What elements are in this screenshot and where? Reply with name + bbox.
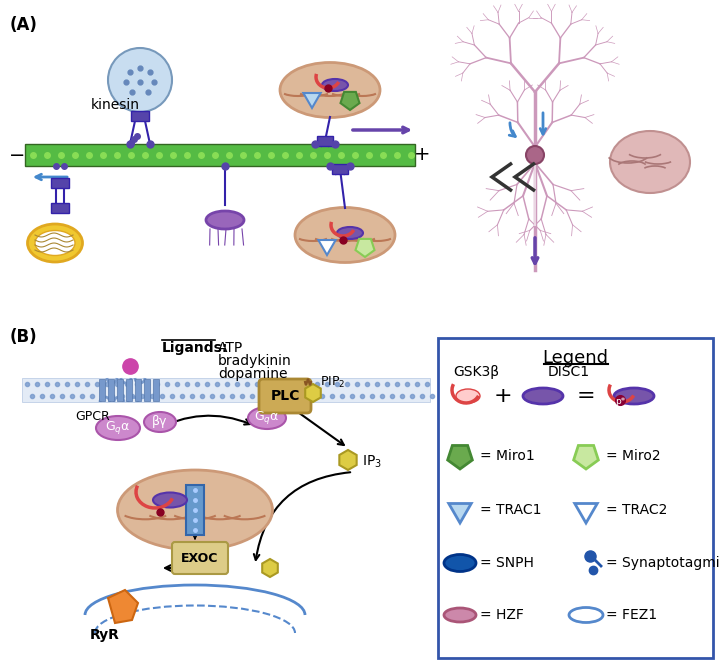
Polygon shape — [108, 590, 138, 623]
Text: Legend: Legend — [542, 349, 608, 367]
Text: +: + — [414, 146, 431, 164]
Circle shape — [108, 48, 172, 112]
Ellipse shape — [614, 388, 654, 404]
FancyBboxPatch shape — [259, 379, 311, 413]
Polygon shape — [356, 239, 374, 257]
Ellipse shape — [27, 224, 83, 262]
Ellipse shape — [444, 608, 476, 622]
Polygon shape — [318, 240, 336, 255]
Bar — [126, 379, 132, 401]
Ellipse shape — [322, 79, 348, 91]
Ellipse shape — [280, 62, 380, 117]
Text: RyR: RyR — [90, 628, 120, 642]
Text: p*: p* — [615, 397, 625, 405]
Ellipse shape — [96, 416, 140, 440]
Text: (B): (B) — [10, 328, 37, 346]
Text: −: − — [9, 146, 25, 164]
Text: = SNPH: = SNPH — [480, 556, 534, 570]
Polygon shape — [305, 384, 321, 402]
Text: +: + — [494, 386, 513, 406]
Text: EXOC: EXOC — [181, 552, 219, 564]
Text: =: = — [577, 386, 595, 406]
Polygon shape — [575, 503, 598, 523]
Polygon shape — [449, 503, 472, 523]
Bar — [51, 203, 69, 213]
Bar — [51, 178, 69, 188]
Bar — [438, 338, 713, 658]
Ellipse shape — [144, 412, 176, 432]
Ellipse shape — [206, 211, 244, 229]
Ellipse shape — [248, 407, 286, 429]
Text: GPCR: GPCR — [75, 410, 109, 423]
Polygon shape — [339, 450, 356, 470]
Bar — [131, 111, 149, 121]
Bar — [108, 379, 114, 401]
Ellipse shape — [35, 231, 75, 256]
Bar — [25, 144, 415, 166]
Text: kinesin: kinesin — [91, 98, 140, 112]
Text: Ligands:: Ligands: — [162, 341, 228, 355]
Polygon shape — [303, 93, 320, 108]
Text: ATP: ATP — [218, 341, 243, 355]
Text: bradykinin: bradykinin — [218, 354, 292, 368]
Ellipse shape — [456, 389, 480, 403]
Ellipse shape — [444, 554, 476, 572]
Text: = Miro1: = Miro1 — [480, 449, 535, 463]
Polygon shape — [341, 92, 359, 110]
Bar — [144, 379, 150, 401]
Bar — [317, 136, 333, 146]
Text: = TRAC2: = TRAC2 — [606, 503, 667, 517]
Bar — [153, 379, 159, 401]
Bar — [22, 378, 430, 402]
Text: dopamine: dopamine — [218, 367, 287, 381]
Text: = TRAC1: = TRAC1 — [480, 503, 541, 517]
Bar — [332, 164, 348, 174]
Bar — [99, 379, 105, 401]
Text: PLC: PLC — [270, 389, 300, 403]
Ellipse shape — [117, 470, 272, 550]
Ellipse shape — [569, 607, 603, 623]
Ellipse shape — [523, 388, 563, 404]
Bar — [186, 485, 204, 535]
Polygon shape — [574, 446, 598, 469]
Text: = Miro2: = Miro2 — [606, 449, 661, 463]
Ellipse shape — [295, 207, 395, 262]
Ellipse shape — [153, 493, 187, 507]
Text: PIP$_2$: PIP$_2$ — [320, 374, 346, 390]
Text: GSK3β: GSK3β — [453, 365, 499, 379]
Bar — [135, 379, 141, 401]
Text: = FEZ1: = FEZ1 — [606, 608, 657, 622]
Text: βγ: βγ — [152, 415, 168, 429]
Text: = HZF: = HZF — [480, 608, 524, 622]
Text: G$_q$α: G$_q$α — [105, 419, 131, 437]
Circle shape — [526, 146, 544, 164]
Text: IP$_3$: IP$_3$ — [362, 454, 382, 470]
Ellipse shape — [337, 227, 363, 239]
Bar — [117, 379, 123, 401]
Polygon shape — [448, 446, 472, 469]
Text: DISC1: DISC1 — [548, 365, 590, 379]
Text: = Synaptotagmin: = Synaptotagmin — [606, 556, 720, 570]
Text: G$_q$α: G$_q$α — [254, 409, 279, 427]
Text: (A): (A) — [10, 16, 38, 34]
Ellipse shape — [610, 131, 690, 193]
FancyBboxPatch shape — [172, 542, 228, 574]
Polygon shape — [262, 559, 278, 577]
